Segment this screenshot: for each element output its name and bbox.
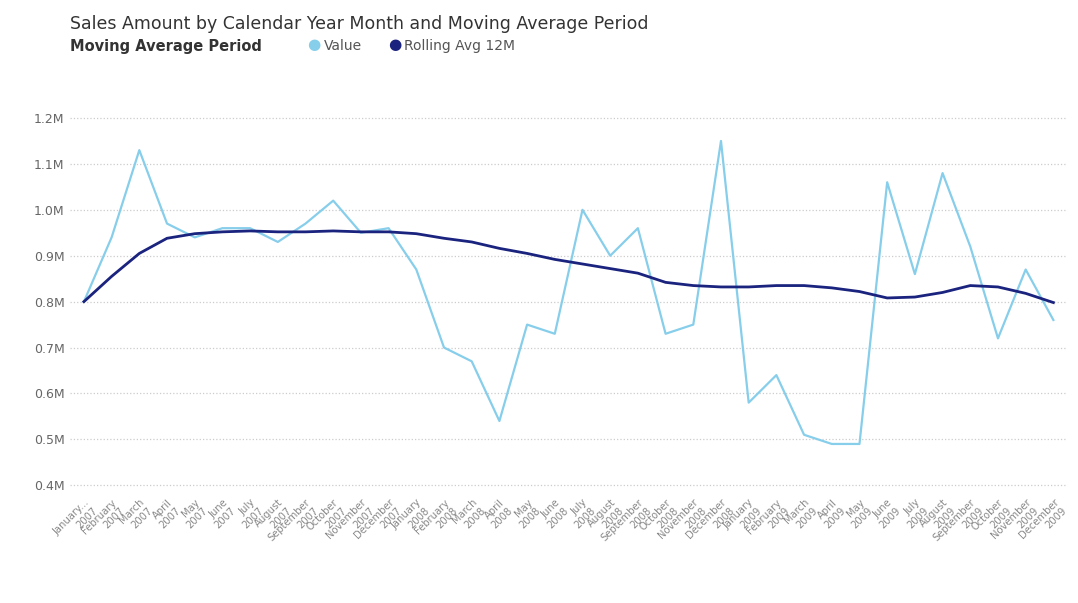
Text: Moving Average Period: Moving Average Period (70, 39, 262, 54)
Text: Sales Amount by Calendar Year Month and Moving Average Period: Sales Amount by Calendar Year Month and … (70, 15, 649, 33)
Text: ●: ● (307, 37, 320, 52)
Text: Rolling Avg 12M: Rolling Avg 12M (404, 39, 515, 53)
Text: Value: Value (323, 39, 361, 53)
Text: ●: ● (388, 37, 401, 52)
